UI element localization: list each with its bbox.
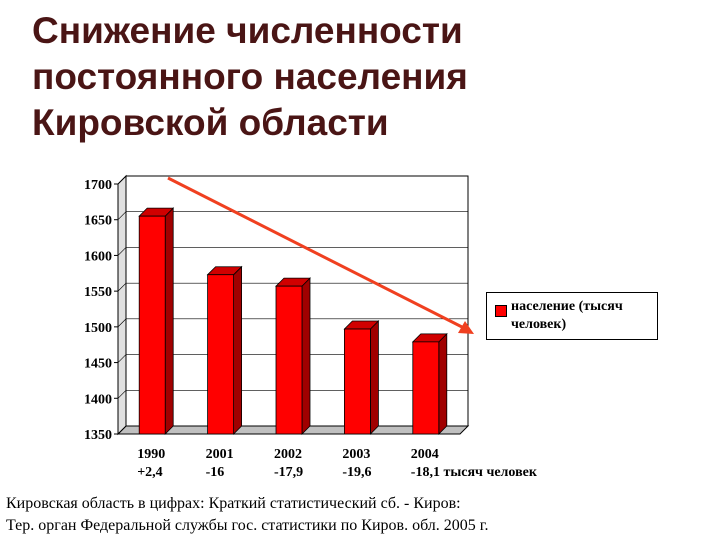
change-label: -18,1 тысяч человек — [411, 465, 538, 480]
x-tick-label: 1990 — [137, 447, 165, 462]
y-tick-label: 1650 — [84, 214, 112, 229]
y-tick-label: 1700 — [84, 178, 112, 193]
legend-label: население (тысяч человек) — [511, 299, 623, 332]
bar-side — [233, 265, 243, 435]
grid-line — [117, 282, 468, 292]
y-tick-label: 1500 — [84, 321, 112, 336]
bar — [275, 285, 303, 435]
y-tick-label: 1400 — [84, 392, 112, 407]
change-label: -19,6 — [342, 465, 371, 480]
trend-arrowhead — [458, 321, 474, 334]
bar-side — [369, 320, 379, 435]
bars — [138, 207, 448, 435]
legend: население (тысяч человек) — [486, 292, 658, 340]
grid-line — [117, 247, 468, 256]
grid-line — [117, 211, 468, 220]
grid-line — [117, 175, 468, 185]
x-tick-label: 2004 — [411, 447, 439, 462]
bar — [412, 341, 440, 435]
footer-line: Тер. орган Федеральной службы гос. стати… — [6, 517, 489, 534]
change-label: -16 — [206, 465, 225, 480]
trend-arrow — [167, 176, 465, 330]
bar — [343, 328, 371, 435]
x-tick-label: 2003 — [342, 447, 370, 462]
y-tick-label: 1450 — [84, 357, 112, 372]
bar — [138, 215, 166, 435]
x-tick-label: 2001 — [206, 447, 234, 462]
grid-line — [117, 318, 468, 328]
footer-line: Кировская область в цифрах: Краткий стат… — [6, 495, 461, 512]
bar-side — [164, 207, 174, 435]
change-label: -17,9 — [274, 465, 303, 480]
slide-title: Снижение численности постоянного населен… — [32, 10, 468, 143]
grid: 1350 1400 1450 1500 1550 1600 1650 1700 — [84, 175, 468, 443]
change-label: +2,4 — [137, 465, 162, 480]
y-tick-label: 1350 — [84, 428, 112, 443]
side-wall — [117, 174, 127, 436]
bar — [207, 274, 235, 435]
legend-swatch — [495, 305, 507, 317]
x-tick-label: 2002 — [274, 447, 302, 462]
bar-side — [438, 332, 448, 435]
y-tick-label: 1550 — [84, 285, 112, 300]
bar-side — [301, 277, 311, 435]
y-tick-label: 1600 — [84, 249, 112, 264]
